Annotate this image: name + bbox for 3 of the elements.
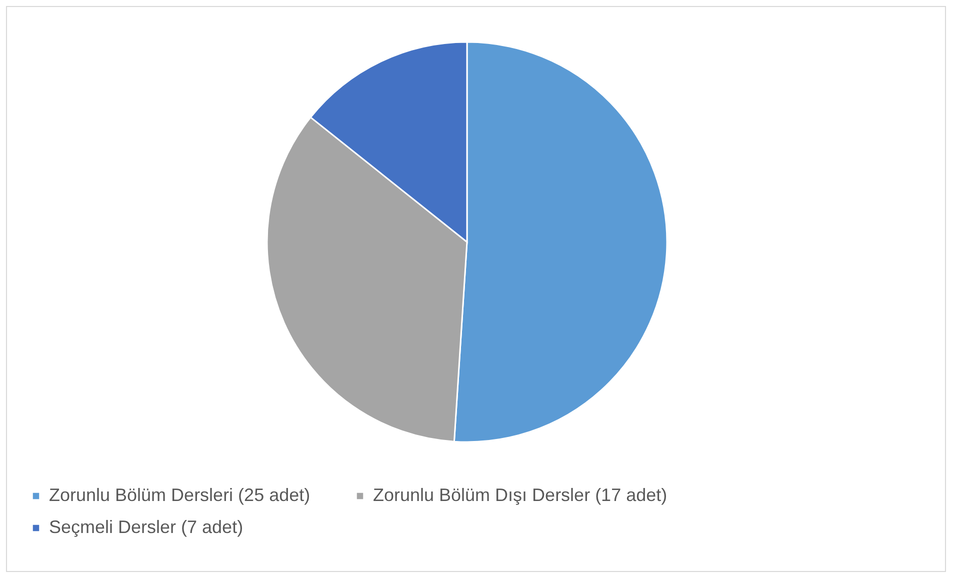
legend-label: Seçmeli Dersler (7 adet) xyxy=(49,517,244,537)
legend-label: Zorunlu Bölüm Dersleri (25 adet) xyxy=(49,485,310,505)
legend-label: Zorunlu Bölüm Dışı Dersler (17 adet) xyxy=(373,485,668,505)
